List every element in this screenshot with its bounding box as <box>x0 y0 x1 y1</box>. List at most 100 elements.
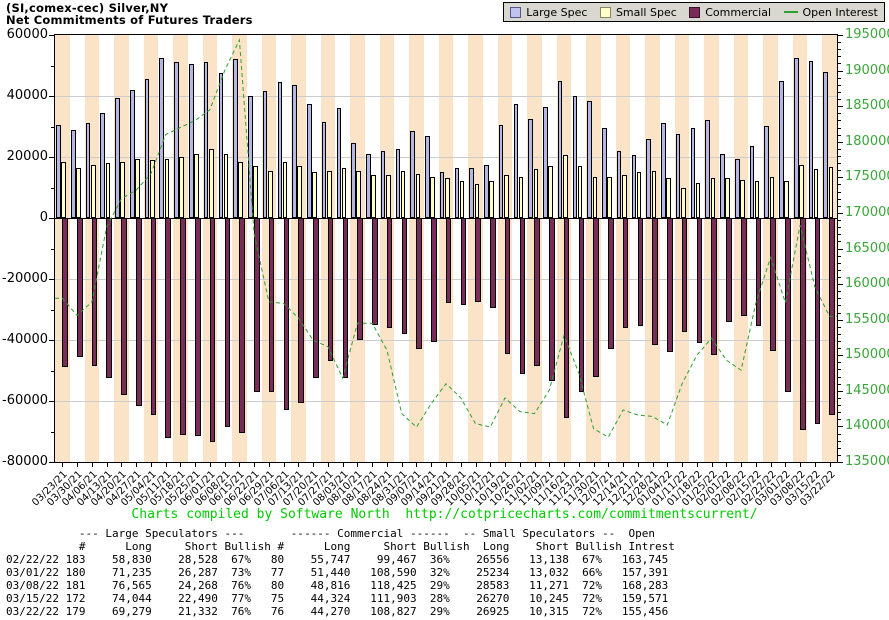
left-axis-tick <box>49 279 54 280</box>
bar-large-spec <box>720 153 725 218</box>
open-interest-polyline <box>55 38 837 438</box>
bar-large-spec <box>528 118 533 218</box>
right-axis-minor-tick <box>838 440 841 442</box>
bar-small-spec <box>799 165 804 218</box>
week-tick <box>165 463 167 467</box>
bar-small-spec <box>754 181 760 218</box>
left-axis-label: 40000 <box>6 88 48 103</box>
week-tick <box>608 463 610 467</box>
bar-small-spec <box>223 153 229 218</box>
week-tick <box>372 463 374 467</box>
bar-large-spec <box>631 155 637 218</box>
right-axis-label: 185000 <box>845 98 889 114</box>
right-axis-minor-tick <box>838 262 841 264</box>
gridline <box>55 401 837 402</box>
bar-small-spec <box>386 175 391 218</box>
right-axis-minor-tick <box>838 341 841 343</box>
left-axis-label: 0 <box>39 210 48 225</box>
right-axis-minor-tick <box>838 397 841 399</box>
right-axis-minor-tick <box>838 155 841 157</box>
right-axis-label: 150000 <box>845 347 889 363</box>
right-axis-minor-tick <box>838 447 841 449</box>
left-axis-label: -20000 <box>2 271 49 286</box>
week-tick <box>239 463 241 467</box>
left-axis-tick <box>49 340 54 341</box>
bar-small-spec <box>341 167 347 218</box>
week-tick <box>342 463 344 467</box>
week-tick <box>549 463 551 467</box>
week-tick <box>313 463 315 467</box>
right-axis-label: 195000 <box>845 27 889 42</box>
bar-large-spec <box>395 149 401 218</box>
week-tick <box>268 463 270 467</box>
bar-small-spec <box>563 155 568 218</box>
right-axis-minor-tick <box>838 255 841 257</box>
bar-small-spec <box>710 178 716 218</box>
bar-small-spec <box>164 158 170 218</box>
footer-credit-text: Charts compiled by Software North http:/… <box>131 507 758 522</box>
week-tick <box>91 463 93 467</box>
left-axis-minor-tick <box>51 248 54 250</box>
bar-small-spec <box>312 172 317 218</box>
bar-small-spec <box>356 170 362 218</box>
bar-large-spec <box>454 167 460 218</box>
left-axis-minor-tick <box>51 431 54 433</box>
bar-small-spec <box>194 153 199 218</box>
right-axis-label: 165000 <box>845 240 889 256</box>
week-tick <box>682 463 684 467</box>
right-axis-minor-tick <box>838 191 841 193</box>
bar-large-spec <box>587 100 592 218</box>
legend-label: Large Spec <box>526 5 588 19</box>
week-tick <box>386 463 388 467</box>
right-axis-minor-tick <box>838 177 841 179</box>
cot-data-table: --- Large Speculators --- ------ Commerc… <box>6 527 675 618</box>
right-axis-minor-tick <box>838 348 841 350</box>
week-tick <box>564 463 566 467</box>
bar-small-spec <box>90 164 96 218</box>
right-axis-minor-tick <box>838 63 841 65</box>
left-axis-tick <box>49 218 54 219</box>
bar-small-spec <box>149 160 155 218</box>
bar-large-spec <box>793 58 799 218</box>
week-tick <box>446 463 447 467</box>
week-tick <box>785 463 787 467</box>
right-axis-minor-tick <box>838 284 841 286</box>
right-axis-minor-tick <box>838 49 841 51</box>
week-tick <box>652 463 654 467</box>
bar-small-spec <box>238 161 244 218</box>
gridline <box>55 340 837 341</box>
bar-small-spec <box>828 167 834 218</box>
right-axis-minor-tick <box>838 312 841 314</box>
week-tick <box>741 463 743 467</box>
right-axis-minor-tick <box>838 454 841 456</box>
legend-label: Small Spec <box>615 5 677 19</box>
right-axis-minor-tick <box>838 241 841 243</box>
bar-large-spec <box>262 91 268 218</box>
legend-item-small-spec: Small Spec <box>599 5 677 19</box>
week-tick <box>209 463 211 467</box>
right-axis-minor-tick <box>838 298 841 300</box>
bar-small-spec <box>740 179 745 218</box>
right-axis-minor-tick <box>838 248 841 250</box>
bar-large-spec <box>115 97 120 218</box>
open-interest-line-chart <box>55 38 837 438</box>
right-axis-minor-tick <box>838 120 841 122</box>
week-tick <box>150 463 152 467</box>
bar-large-spec <box>602 128 607 218</box>
gridline <box>55 96 837 97</box>
week-tick <box>593 463 595 467</box>
bar-large-spec <box>233 59 238 218</box>
right-axis-minor-tick <box>838 198 841 200</box>
week-tick <box>814 463 816 467</box>
bar-small-spec <box>371 175 376 218</box>
bar-large-spec <box>336 108 342 218</box>
bar-large-spec <box>307 103 312 218</box>
bar-large-spec <box>277 82 283 218</box>
bar-small-spec <box>695 182 701 218</box>
week-tick <box>490 463 492 467</box>
right-axis-minor-tick <box>838 362 841 364</box>
left-axis-minor-tick <box>51 370 54 372</box>
right-axis-minor-tick <box>838 148 841 150</box>
right-axis-minor-tick <box>838 212 841 214</box>
week-tick <box>195 463 197 467</box>
